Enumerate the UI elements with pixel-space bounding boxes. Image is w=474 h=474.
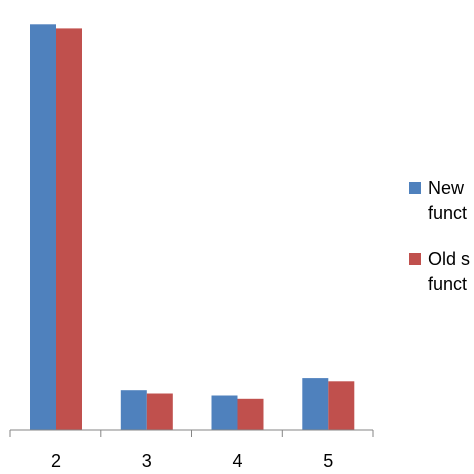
bar-series-2-2 — [56, 28, 82, 431]
x-tick-label-2: 2 — [51, 451, 61, 471]
bar-series-1-2 — [30, 24, 56, 431]
x-tick-label-5: 5 — [323, 451, 333, 471]
legend-label-series-1-line-1: New — [428, 178, 465, 198]
x-tick-label-4: 4 — [232, 451, 242, 471]
bar-series-2-5 — [328, 381, 355, 430]
bars-group — [30, 24, 355, 431]
bar-series-2-3 — [146, 393, 173, 430]
x-axis-ticks — [9, 430, 374, 437]
legend: New funct Old s funct — [409, 178, 470, 294]
x-axis-tick-labels: 2 3 4 5 — [51, 451, 333, 471]
bar-series-2-4 — [237, 398, 264, 430]
legend-swatch-series-2 — [409, 253, 421, 265]
legend-label-series-1-line-2: funct — [428, 203, 467, 223]
x-tick-label-3: 3 — [142, 451, 152, 471]
bar-series-1-4 — [211, 395, 238, 430]
legend-swatch-series-1 — [409, 182, 421, 194]
bar-series-1-3 — [120, 390, 147, 430]
legend-label-series-2-line-1: Old s — [428, 249, 470, 269]
bar-series-1-5 — [302, 378, 329, 430]
legend-label-series-2-line-2: funct — [428, 274, 467, 294]
